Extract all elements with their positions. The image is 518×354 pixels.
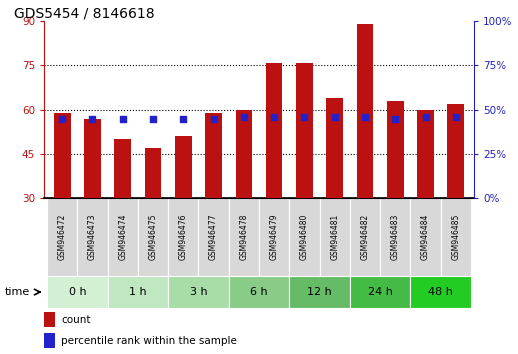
Bar [296, 63, 313, 198]
Point [421, 114, 429, 120]
Bar [417, 110, 434, 198]
Bar [289, 198, 320, 276]
Text: 1 h: 1 h [129, 287, 147, 297]
Point [119, 116, 127, 121]
Text: 48 h: 48 h [428, 287, 453, 297]
Bar [289, 276, 350, 308]
Point [179, 116, 188, 121]
Text: 0 h: 0 h [68, 287, 86, 297]
Bar [44, 312, 55, 327]
Bar [198, 198, 229, 276]
Bar [47, 198, 77, 276]
Bar [387, 101, 404, 198]
Bar [357, 24, 373, 198]
Text: GSM946476: GSM946476 [179, 214, 188, 261]
Point [270, 114, 278, 120]
Text: GSM946485: GSM946485 [451, 214, 461, 261]
Bar [108, 276, 168, 308]
Text: time: time [5, 287, 31, 297]
Text: GSM946475: GSM946475 [149, 214, 157, 261]
Bar [380, 198, 410, 276]
Text: GSM946480: GSM946480 [300, 214, 309, 261]
Text: 12 h: 12 h [307, 287, 332, 297]
Bar [229, 276, 289, 308]
Text: 6 h: 6 h [250, 287, 268, 297]
Bar [259, 198, 289, 276]
Bar [236, 110, 252, 198]
Bar [175, 136, 192, 198]
Text: GSM946479: GSM946479 [270, 214, 279, 261]
Bar [205, 113, 222, 198]
Point [89, 116, 97, 121]
Bar [266, 63, 282, 198]
Point [209, 116, 218, 121]
Text: GSM946482: GSM946482 [361, 214, 369, 260]
Bar [441, 198, 471, 276]
Text: count: count [61, 315, 91, 325]
Text: GSM946481: GSM946481 [330, 214, 339, 260]
Bar [54, 113, 70, 198]
Point [240, 114, 248, 120]
Bar [350, 198, 380, 276]
Point [149, 116, 157, 121]
Bar [229, 198, 259, 276]
Text: GSM946483: GSM946483 [391, 214, 400, 261]
Bar [410, 198, 441, 276]
Bar [77, 198, 108, 276]
Point [361, 114, 369, 120]
Bar [350, 276, 410, 308]
Bar [44, 333, 55, 348]
Bar [448, 104, 464, 198]
Text: GSM946473: GSM946473 [88, 214, 97, 261]
Bar [168, 198, 198, 276]
Text: GSM946472: GSM946472 [57, 214, 67, 261]
Bar [84, 119, 101, 198]
Text: 24 h: 24 h [368, 287, 393, 297]
Bar [145, 148, 161, 198]
Bar [114, 139, 131, 198]
Bar [168, 276, 229, 308]
Bar [138, 198, 168, 276]
Point [330, 114, 339, 120]
Bar [320, 198, 350, 276]
Bar [410, 276, 471, 308]
Point [300, 114, 309, 120]
Text: GSM946484: GSM946484 [421, 214, 430, 261]
Point [391, 116, 399, 121]
Text: GSM946474: GSM946474 [118, 214, 127, 261]
Point [58, 116, 66, 121]
Bar [108, 198, 138, 276]
Text: 3 h: 3 h [190, 287, 207, 297]
Bar [47, 276, 108, 308]
Text: GSM946478: GSM946478 [239, 214, 248, 261]
Bar [326, 98, 343, 198]
Text: GDS5454 / 8146618: GDS5454 / 8146618 [14, 6, 154, 20]
Text: GSM946477: GSM946477 [209, 214, 218, 261]
Text: percentile rank within the sample: percentile rank within the sample [61, 336, 237, 346]
Point [452, 114, 460, 120]
